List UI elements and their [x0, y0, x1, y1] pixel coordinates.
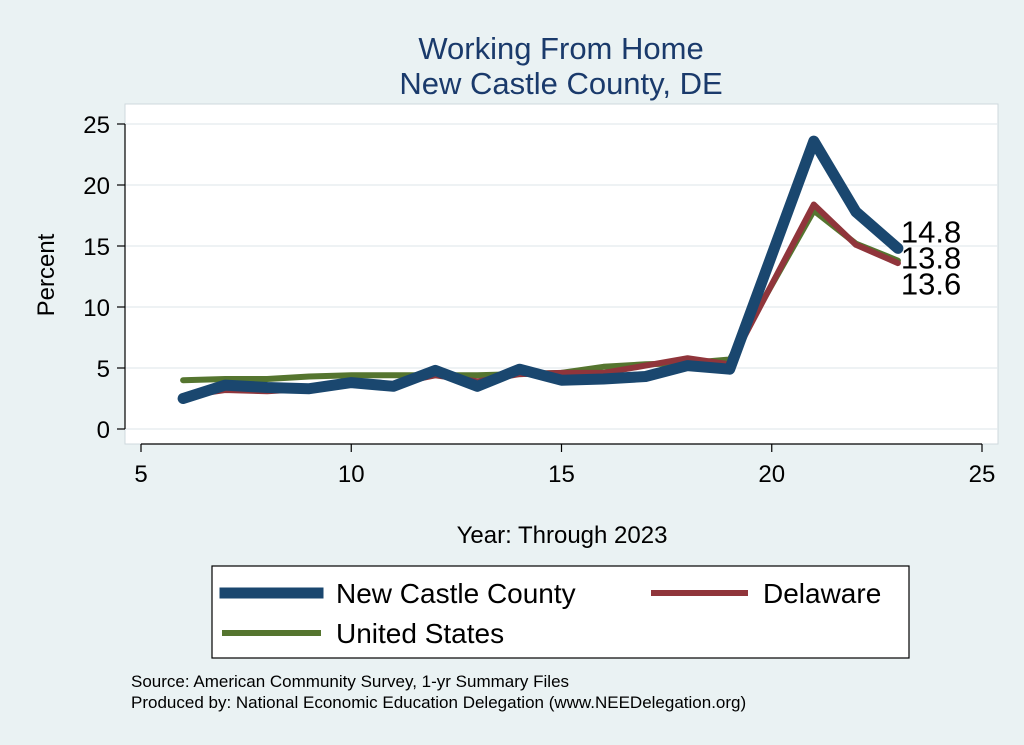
- x-tick-label-5: 5: [134, 461, 147, 488]
- chart-subtitle: New Castle County, DE: [399, 66, 722, 101]
- chart-title: Working From Home: [418, 31, 703, 66]
- end-label-united-states: 13.8: [901, 240, 961, 275]
- legend: New Castle County Delaware United States: [211, 565, 910, 659]
- legend-box: [211, 565, 910, 659]
- y-tick-label-10: 10: [83, 295, 110, 322]
- end-label-delaware: 13.6: [901, 266, 961, 301]
- y-tick-label-5: 5: [97, 356, 110, 383]
- grid: [125, 123, 998, 430]
- produced-by-note: Produced by: National Economic Education…: [131, 693, 746, 712]
- series-line-new-castle-county: [177, 135, 904, 404]
- legend-label-new-castle-county: New Castle County: [336, 578, 576, 609]
- x-tick-label-10: 10: [338, 461, 365, 488]
- legend-label-united-states: United States: [336, 618, 504, 649]
- series-layer: [177, 135, 904, 404]
- y-axis-label: Percent: [33, 233, 60, 316]
- x-axis-label: Year: Through 2023: [457, 522, 668, 549]
- x-tick-label-15: 15: [548, 461, 575, 488]
- source-note: Source: American Community Survey, 1-yr …: [131, 672, 569, 691]
- legend-label-delaware: Delaware: [763, 578, 881, 609]
- y-tick-label-0: 0: [97, 417, 110, 444]
- x-tick-label-25: 25: [969, 461, 996, 488]
- y-tick-label-25: 25: [83, 112, 110, 139]
- y-tick-label-15: 15: [83, 234, 110, 261]
- x-tick-label-20: 20: [758, 461, 785, 488]
- end-label-new-castle-county: 14.8: [901, 214, 961, 249]
- end-labels: 14.813.813.6: [901, 214, 961, 301]
- y-tick-label-20: 20: [83, 173, 110, 200]
